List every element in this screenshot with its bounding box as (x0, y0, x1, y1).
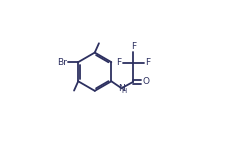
Text: F: F (145, 58, 150, 67)
Text: F: F (116, 58, 121, 67)
Text: O: O (143, 77, 150, 86)
Text: H: H (121, 88, 126, 94)
Text: N: N (118, 84, 125, 93)
Text: F: F (131, 42, 136, 51)
Text: Br: Br (57, 58, 67, 67)
